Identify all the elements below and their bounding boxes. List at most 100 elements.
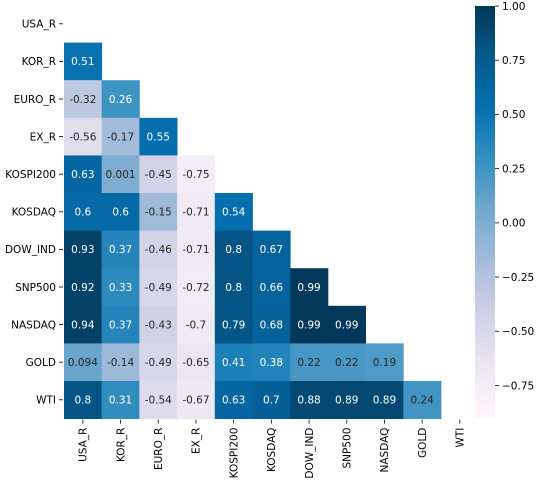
heatmap-cell-wti-ex-r: [177, 381, 216, 419]
y-axis-tick-labels: USA_R KOR_R EURO_R EX_R KOSPI200 KOSDAQ DOW_IN…: [5, 19, 63, 407]
cell-value-label: -0.45: [145, 169, 172, 181]
heatmap-cell-dow-ind-ex-r: [177, 230, 216, 269]
cell-value-label: -0.71: [182, 244, 209, 256]
heatmap-cell-gold-ex-r: [177, 343, 216, 382]
heatmap-cell-nasdaq-euro-r: [139, 305, 178, 344]
heatmap-cell-snp500-kosdaq: [252, 268, 291, 307]
colorbar-gradient: [475, 6, 495, 418]
heatmap-cell-snp500-dow-ind: [290, 268, 329, 307]
heatmap-cell-dow-ind-euro-r: [139, 230, 178, 269]
heatmap-cell-nasdaq-dow-ind: [290, 305, 329, 344]
heatmap-cell-wti-kor-r: [101, 381, 140, 419]
cell-value-label: -0.15: [145, 207, 172, 219]
heatmap-cell-ex-r-kor-r: [101, 117, 140, 156]
heatmap-cell-snp500-kor-r: [101, 268, 140, 307]
cell-value-label: 0.92: [71, 282, 94, 294]
heatmap-cell-ex-r-euro-r: [139, 117, 178, 156]
heatmap-cell-wti-kosdaq: [252, 381, 291, 419]
cell-value-label: -0.54: [145, 395, 172, 407]
heatmap-cell-snp500-euro-r: [139, 268, 178, 307]
cell-value-label: 0.66: [260, 282, 284, 294]
colorbar-tick-label: −0.75: [502, 380, 534, 392]
cell-value-label: 0.33: [109, 282, 132, 294]
cell-value-label: -0.75: [182, 169, 209, 181]
y-tick-label-kospi200: KOSPI200: [5, 169, 56, 181]
heatmap-cell-kospi200-euro-r: [139, 155, 178, 194]
heatmap-cell-gold-kosdaq: [252, 343, 291, 382]
cell-value-label: 0.67: [260, 244, 283, 256]
heatmap-cell-wti-dow-ind: [290, 381, 329, 419]
cell-value-label: 0.89: [335, 395, 358, 407]
heatmap-cell-gold-euro-r: [139, 343, 178, 382]
heatmap-cell-dow-ind-kospi200: [214, 230, 253, 269]
x-axis-tick-labels: USA_R KOR_R EURO_R EX_R KOSPI200 KOSDAQ DOW_IN…: [78, 419, 467, 479]
cell-value-label: 0.99: [335, 319, 358, 331]
cell-value-label: -0.7: [186, 319, 207, 331]
heatmap-cell-wti-usa-r: [64, 381, 103, 419]
cell-value-label: -0.72: [182, 282, 209, 294]
cell-value-label: 0.93: [71, 244, 94, 256]
heatmap-cell-gold-snp500: [327, 343, 366, 382]
cell-value-label: 0.54: [222, 207, 246, 219]
heatmap-cell-kospi200-kor-r: [101, 155, 140, 194]
cell-value-label: -0.43: [145, 319, 172, 331]
heatmap-cell-nasdaq-kospi200: [214, 305, 253, 344]
cell-value-label: 0.8: [225, 244, 242, 256]
cell-value-label: 0.6: [74, 207, 91, 219]
heatmap-cell-euro-r-kor-r: [101, 80, 140, 119]
cell-value-label: -0.49: [145, 357, 172, 369]
cell-value-label: -0.67: [182, 395, 209, 407]
cell-value-label: -0.71: [182, 207, 209, 219]
y-tick-label-ex-r: EX_R: [30, 131, 56, 143]
cell-value-label: -0.49: [145, 282, 172, 294]
heatmap-cell-nasdaq-ex-r: [177, 305, 216, 344]
cell-value-label: 0.99: [297, 319, 320, 331]
cell-value-label: 0.63: [71, 169, 94, 181]
heatmap-cell-dow-ind-kor-r: [101, 230, 140, 269]
heatmap-cell-nasdaq-kor-r: [101, 305, 140, 344]
cell-value-label: -0.32: [69, 94, 96, 106]
colorbar-tick-label: 1.00: [502, 1, 525, 13]
cell-value-label: 0.6: [112, 207, 129, 219]
heatmap-cells: 0.51 -0.32 0.26 -0.56 -0.17 0.55 0.63 0.001 -0.4…: [64, 42, 442, 419]
cell-value-label: 0.22: [335, 357, 358, 369]
heatmap-cell-kospi200-ex-r: [177, 155, 216, 194]
heatmap-cell-kospi200-usa-r: [64, 155, 103, 194]
heatmap-cell-gold-nasdaq: [365, 343, 404, 382]
heatmap-cell-gold-dow-ind: [290, 343, 329, 382]
cell-value-label: 0.22: [297, 357, 320, 369]
cell-value-label: 0.8: [225, 282, 242, 294]
cell-value-label: 0.8: [74, 395, 91, 407]
heatmap-cell-wti-gold: [403, 381, 442, 419]
x-tick-label-usa-r: USA_R: [78, 428, 90, 462]
cell-value-label: 0.94: [71, 319, 95, 331]
heatmap-cell-gold-kor-r: [101, 343, 140, 382]
heatmap-cell-nasdaq-usa-r: [64, 305, 103, 344]
y-tick-label-kor-r: KOR_R: [22, 56, 56, 68]
x-tick-label-dow-ind: DOW_IND: [304, 428, 316, 479]
heatmap-cell-snp500-ex-r: [177, 268, 216, 307]
colorbar-tick-label: 0.50: [502, 109, 525, 121]
heatmap-cell-kosdaq-ex-r: [177, 193, 216, 231]
y-tick-label-gold: GOLD: [26, 357, 56, 369]
heatmap-cell-kosdaq-kospi200: [214, 193, 253, 231]
heatmap-cell-dow-ind-kosdaq: [252, 230, 291, 269]
y-tick-label-nasdaq: NASDAQ: [11, 319, 56, 331]
y-tick-label-wti: WTI: [36, 395, 56, 407]
cell-value-label: 0.7: [263, 395, 280, 407]
colorbar-tick-label: −0.50: [502, 326, 534, 338]
cell-value-label: 0.31: [109, 395, 132, 407]
heatmap-cell-nasdaq-snp500: [327, 305, 366, 344]
heatmap-cell-gold-kospi200: [214, 343, 253, 382]
cell-value-label: 0.37: [109, 319, 132, 331]
y-tick-label-usa-r: USA_R: [22, 19, 56, 31]
heatmap-cell-wti-nasdaq: [365, 381, 404, 419]
cell-value-label: 0.88: [297, 395, 320, 407]
y-tick-label-euro-r: EURO_R: [14, 94, 56, 106]
cell-value-label: 0.63: [222, 395, 245, 407]
cell-value-label: 0.37: [109, 244, 132, 256]
cell-value-label: 0.094: [68, 357, 98, 369]
heatmap-cell-kosdaq-kor-r: [101, 193, 140, 231]
